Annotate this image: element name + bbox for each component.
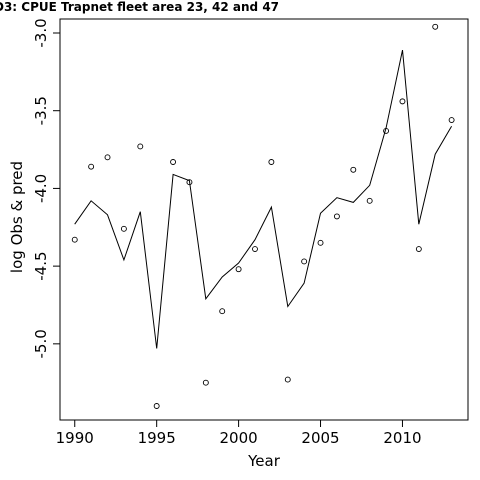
x-axis: 1990 1995 2000 2005 2010 [56, 420, 422, 447]
observed-point [432, 23, 439, 30]
observed-point [104, 154, 111, 161]
observed-point [153, 403, 160, 409]
observed-point [120, 225, 127, 232]
observed-point [333, 213, 340, 220]
y-tick-label: -4.0 [32, 174, 50, 203]
observed-point [383, 127, 390, 134]
x-axis-label: Year [247, 452, 281, 470]
observed-point [186, 179, 193, 186]
observed-point [137, 143, 144, 150]
plot-frame [59, 18, 469, 421]
observed-point [88, 163, 95, 170]
x-tick-label: 1995 [138, 429, 176, 447]
x-tick-label: 2000 [220, 429, 258, 447]
observed-point [252, 246, 258, 252]
observed-point [448, 117, 455, 123]
x-tick-label: 1990 [56, 429, 94, 447]
y-axis-label: log Obs & pred [8, 161, 26, 273]
chart-title: D3: CPUE Trapnet fleet area 23, 42 and 4… [0, 0, 279, 14]
observed-point [284, 376, 291, 383]
y-tick-label: -3.5 [32, 96, 50, 125]
series-layer [71, 23, 455, 409]
observed-point [350, 166, 357, 173]
x-tick-label: 2010 [383, 429, 421, 447]
observed-point [71, 236, 78, 243]
observed-point [366, 197, 373, 204]
observed-point [301, 258, 308, 265]
observed-point [399, 98, 406, 105]
y-tick-label: -4.5 [32, 251, 50, 280]
predicted-line [74, 49, 453, 349]
y-tick-label: -5.0 [32, 329, 50, 358]
observed-point [415, 246, 422, 252]
observed-point [219, 308, 226, 315]
observed-point [317, 239, 324, 246]
y-tick-label: -3.0 [32, 18, 50, 47]
x-tick-label: 2005 [301, 429, 339, 447]
y-axis: -3.0 -3.5 -4.0 -4.5 -5.0 [32, 18, 60, 358]
observed-point [268, 159, 275, 165]
observed-point [170, 159, 177, 165]
observed-point [202, 379, 209, 386]
observed-point [235, 266, 242, 273]
